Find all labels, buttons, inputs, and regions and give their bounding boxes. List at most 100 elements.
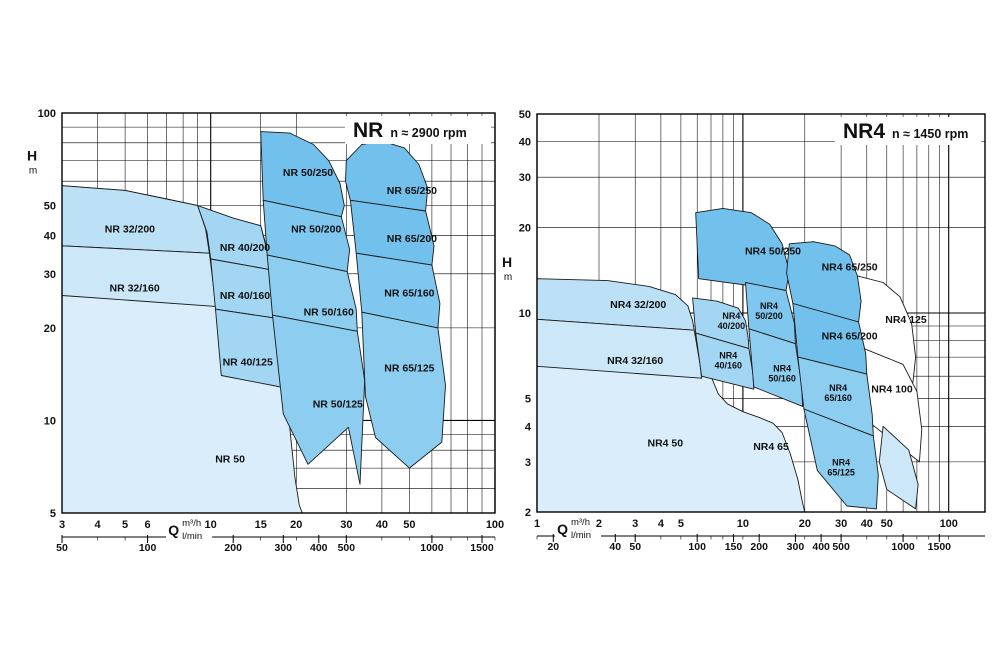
svg-text:500: 500	[338, 542, 356, 554]
title-box	[345, 116, 491, 144]
svg-text:m: m	[504, 272, 512, 283]
svg-text:10: 10	[44, 415, 56, 427]
region-nr-32-200	[61, 185, 210, 254]
chart-title: NR n ≈ 2900 rpm	[353, 119, 467, 142]
region-nr4-65-200	[792, 303, 868, 375]
svg-text:5: 5	[525, 394, 531, 406]
pump-label-nr-40-125: NR 40/125	[223, 356, 273, 368]
region-nr-50-125	[272, 314, 366, 485]
svg-text:20: 20	[44, 323, 56, 335]
svg-text:40: 40	[44, 230, 56, 242]
region-nr4-50-200	[745, 282, 796, 345]
svg-text:m: m	[29, 166, 37, 177]
svg-text:20: 20	[799, 518, 811, 530]
svg-text:50: 50	[403, 519, 415, 531]
region-nr4-right-sliver	[878, 425, 919, 510]
chart-nr: NR 32/200 NR 32/160 NR 40/200 NR 40/160 NR 4…	[27, 108, 504, 554]
pump-label-nr4-125: NR4 125	[885, 314, 927, 326]
svg-text:30: 30	[519, 172, 531, 184]
svg-text:10: 10	[737, 518, 749, 530]
pump-label-nr4-65-200: NR4 65/200	[822, 331, 878, 343]
svg-text:200: 200	[224, 542, 242, 554]
pump-label-nr4-65-160: NR4 65/160	[824, 383, 852, 403]
svg-text:40: 40	[519, 137, 531, 149]
q-label-box	[554, 516, 601, 540]
pump-label-nr4-65-125: NR4 65/125	[827, 458, 855, 478]
x-axis-ticks: 3 4 5 6 10 15 20 30 40 50 100	[59, 519, 504, 531]
svg-text:4: 4	[658, 518, 665, 530]
pump-label-nr4-50: NR4 50	[647, 437, 683, 449]
svg-text:4: 4	[525, 421, 532, 433]
q-label-box	[166, 517, 213, 541]
pump-label-nr4-40-200: NR4 40/200	[718, 311, 746, 331]
svg-text:2: 2	[596, 518, 602, 530]
svg-text:5: 5	[122, 519, 128, 531]
svg-text:20: 20	[547, 541, 559, 553]
svg-text:l/min: l/min	[182, 531, 202, 542]
svg-text:1500: 1500	[470, 542, 494, 554]
region-nr4-65-125	[803, 408, 879, 510]
pump-label-nr-50-125: NR 50/125	[313, 399, 363, 411]
svg-text:50: 50	[629, 541, 641, 553]
svg-text:500: 500	[832, 541, 850, 553]
plot-border	[536, 113, 986, 513]
svg-text:100: 100	[486, 519, 504, 531]
pump-label-nr-50-160: NR 50/160	[304, 307, 354, 319]
pump-label-nr-50-250: NR 50/250	[283, 167, 333, 179]
pump-label-nr4-32-160: NR4 32/160	[607, 355, 663, 367]
region-nr4-50-250	[695, 207, 790, 291]
region-nr-65-200	[349, 199, 435, 266]
svg-text:100: 100	[940, 518, 958, 530]
y-axis-ticks: 5 10 20 30 40 50 100	[38, 108, 56, 520]
svg-text:1: 1	[534, 518, 540, 530]
svg-text:400: 400	[812, 541, 830, 553]
svg-text:40: 40	[376, 519, 388, 531]
y-axis-label: Hm	[27, 148, 37, 177]
svg-text:3: 3	[525, 457, 531, 469]
svg-text:Q: Q	[168, 522, 179, 538]
pump-label-nr-65-160: NR 65/160	[384, 287, 434, 299]
pump-label-nr4-40-160: NR4 40/160	[715, 350, 743, 370]
region-nr-65-160	[355, 252, 441, 329]
region-nr4-65-250	[786, 241, 862, 323]
svg-text:H: H	[27, 148, 37, 164]
chart-nr4: NR4 50/250 NR4 65/250 NR4 32/200 NR4 50/200 N…	[502, 109, 986, 553]
svg-text:5: 5	[678, 518, 684, 530]
pump-label-nr-65-250: NR 65/250	[387, 185, 437, 197]
svg-text:5: 5	[50, 508, 56, 520]
pump-label-nr-32-200: NR 32/200	[105, 223, 155, 235]
region-nr-50-160	[266, 254, 358, 332]
pump-label-nr-40-160: NR 40/160	[220, 290, 270, 302]
svg-text:2: 2	[525, 507, 531, 519]
pump-label-nr-50-200: NR 50/200	[291, 223, 341, 235]
svg-text:100: 100	[38, 108, 56, 120]
lmin-ruler: 20 40 50 100 150 200 300 400 500 1000 1500	[536, 534, 985, 553]
svg-text:50: 50	[519, 109, 531, 121]
svg-text:300: 300	[274, 542, 292, 554]
title-box	[835, 117, 981, 145]
svg-text:200: 200	[750, 541, 768, 553]
svg-text:150: 150	[725, 541, 743, 553]
svg-text:1000: 1000	[420, 542, 444, 554]
svg-text:m³/h: m³/h	[571, 517, 590, 528]
y-axis-ticks: 2 3 4 5 10 20 30 40 50	[519, 109, 532, 519]
svg-text:30: 30	[835, 518, 847, 530]
region-nr-32-160	[61, 245, 216, 307]
svg-text:1000: 1000	[891, 541, 915, 553]
svg-text:30: 30	[44, 269, 56, 281]
pump-label-nr-65-125: NR 65/125	[384, 363, 434, 375]
svg-text:m³/h: m³/h	[182, 518, 201, 529]
svg-text:1500: 1500	[928, 541, 952, 553]
region-nr4-65-160	[797, 356, 874, 437]
svg-text:100: 100	[688, 541, 706, 553]
svg-text:4: 4	[94, 519, 101, 531]
svg-text:50: 50	[881, 518, 893, 530]
svg-text:15: 15	[255, 519, 267, 531]
pump-label-nr4-32-200: NR4 32/200	[610, 299, 666, 311]
pump-label-nr4-50-250: NR4 50/250	[745, 246, 801, 258]
svg-text:20: 20	[519, 222, 531, 234]
svg-text:30: 30	[340, 519, 352, 531]
